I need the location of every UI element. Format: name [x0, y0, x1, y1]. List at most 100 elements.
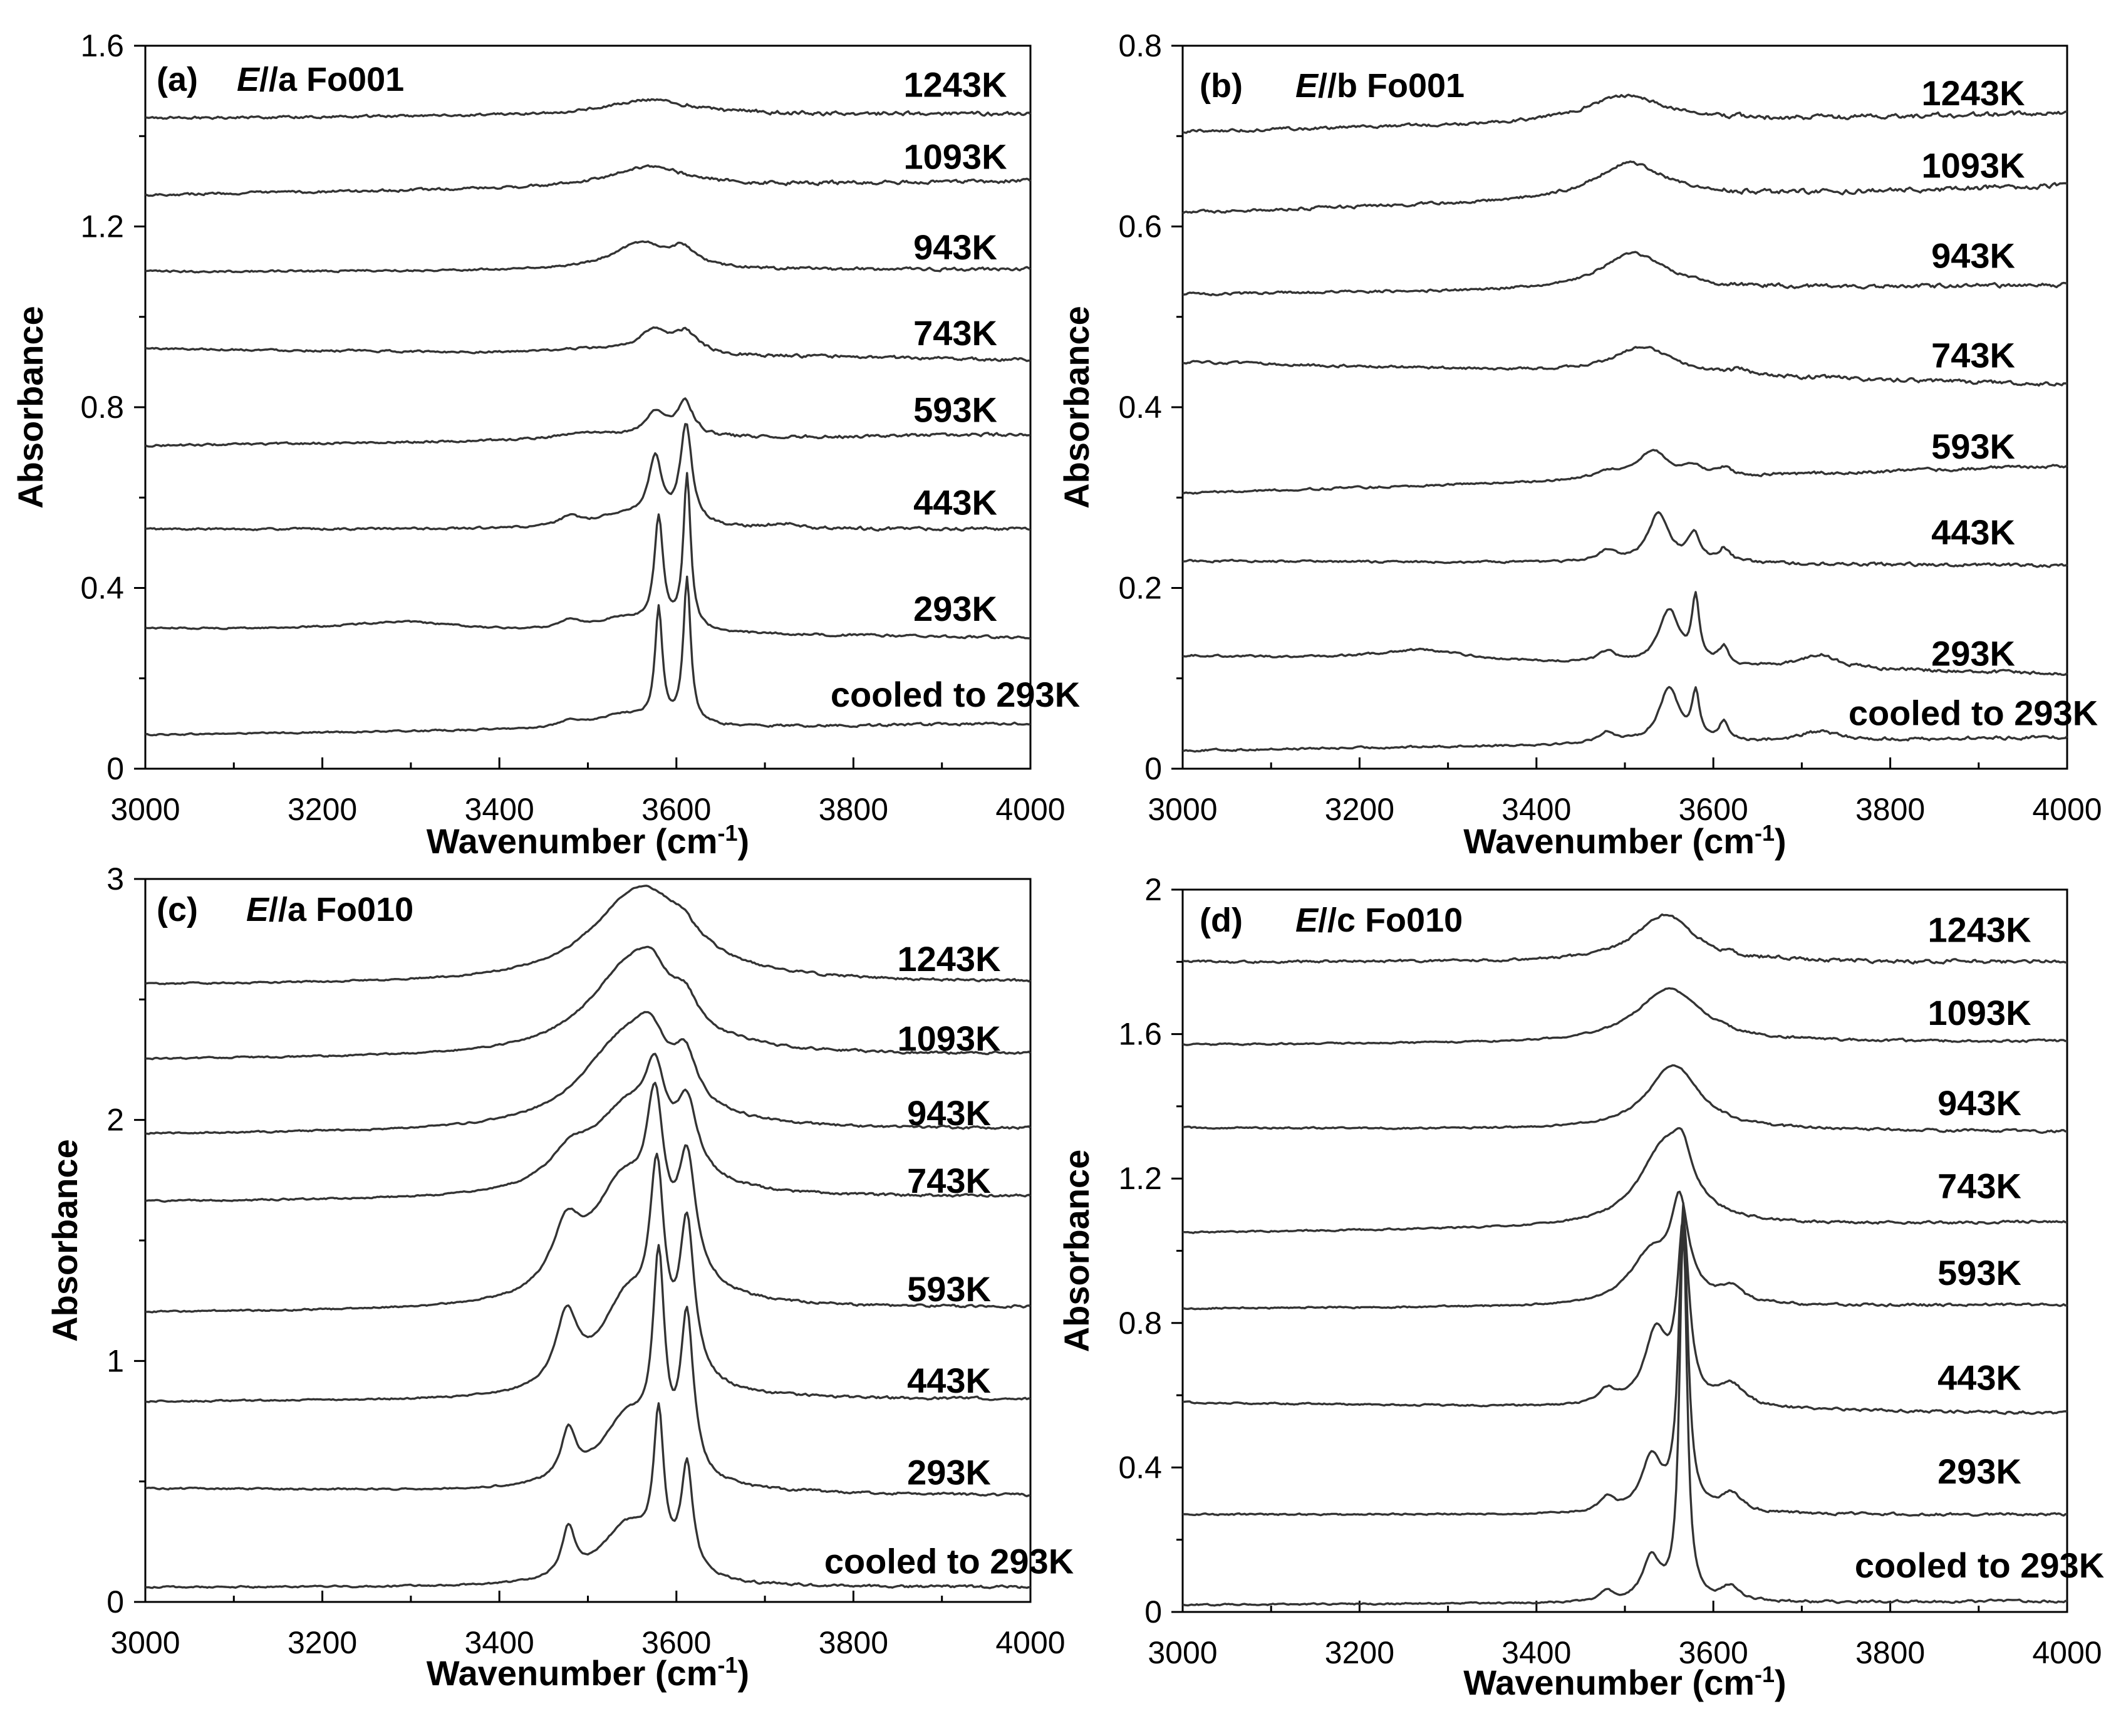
x-axis-title-close: ) [738, 821, 750, 861]
x-axis-title: Wavenumber (cm-1) [427, 820, 749, 861]
x-axis-title-text: Wavenumber (cm [427, 1653, 718, 1693]
series-line [145, 1244, 1031, 1497]
y-tick-label: 0 [106, 751, 124, 786]
series-line [1182, 1216, 2068, 1415]
y-tick-label: 3 [106, 861, 124, 897]
series-line [1182, 93, 2068, 134]
x-axis-title-superscript: -1 [1755, 820, 1775, 846]
series-line [145, 1152, 1031, 1403]
x-tick-label: 3600 [1679, 1635, 1748, 1670]
series-line [145, 1081, 1031, 1314]
series-line [145, 575, 1031, 737]
series-label: 593K [1931, 427, 2015, 466]
panel-title-italic: E [237, 61, 261, 98]
x-tick-label: 3600 [641, 1625, 711, 1660]
series-line [1182, 1202, 2068, 1517]
x-tick-label: 3000 [110, 1625, 180, 1660]
series-label: 943K [913, 227, 997, 267]
series-label: 293K [1937, 1452, 2021, 1491]
x-axis-title: Wavenumber (cm-1) [1463, 1661, 1786, 1702]
series-line [145, 164, 1032, 197]
series-label: 743K [907, 1161, 991, 1200]
series-line [145, 1011, 1032, 1135]
series-label: 943K [907, 1093, 991, 1133]
series-label: 443K [1931, 512, 2015, 552]
x-tick-label: 3200 [288, 792, 357, 827]
x-tick-label: 4000 [2032, 792, 2102, 827]
x-tick-label: 3200 [1325, 1635, 1394, 1670]
chart-panel-a: 3000 3200 3400 3600 3800 4000 0 0.4 0.8 1.2 1.6 Wav… [11, 28, 1080, 861]
chart-panel-d: 3000 3200 3400 3600 3800 4000 0 0.4 0.8 1.2 1.6 2 Wa… [1057, 872, 2104, 1702]
x-axis-title-close: ) [1775, 1663, 1787, 1702]
y-axis-title: Absorbance [1057, 306, 1096, 509]
series-label: 743K [1931, 335, 2015, 375]
panel-label: (c) [157, 891, 198, 928]
series-line [1182, 1190, 2068, 1311]
series-line [1182, 251, 2068, 296]
chart-panel-b: 3000 3200 3400 3600 3800 4000 0 0.2 0.4 0.6 0.8 Wav… [1057, 28, 2102, 861]
series-label: 743K [913, 313, 997, 353]
series-label: 593K [913, 390, 997, 430]
x-tick-label: 4000 [995, 792, 1065, 827]
x-axis-title-text: Wavenumber (cm [1463, 821, 1755, 861]
chart-panel-c: 3000 3200 3400 3600 3800 4000 0 1 2 3 Wavenumber (… [45, 861, 1074, 1693]
series-label: cooled to 293K [1855, 1546, 2104, 1585]
x-tick-label: 3600 [641, 792, 711, 827]
x-tick-label: 3800 [819, 1625, 888, 1660]
series-label: 943K [1931, 236, 2015, 276]
x-axis-title-close: ) [1775, 821, 1787, 861]
panel-title-italic: E [1295, 67, 1319, 105]
panel-label: (d) [1200, 902, 1243, 939]
series-label: cooled to 293K [1849, 694, 2098, 733]
x-tick-label: 3200 [288, 1625, 357, 1660]
x-tick-label: 3000 [110, 792, 180, 827]
panel-title-rest: //b Fo001 [1318, 67, 1465, 105]
series-label: 743K [1937, 1167, 2021, 1206]
y-tick-label: 0.8 [1118, 28, 1162, 63]
y-tick-label: 1.2 [80, 209, 124, 244]
series-label: 443K [1937, 1358, 2021, 1397]
panel-title: E//b Fo001 [1295, 67, 1465, 105]
series-line [1182, 987, 2068, 1046]
panel-title: E//a Fo001 [237, 61, 404, 98]
series-label: 593K [907, 1269, 991, 1309]
series-line [1182, 1127, 2068, 1234]
series-line [145, 423, 1031, 532]
x-axis-title-superscript: -1 [718, 820, 738, 846]
panel-title: E//c Fo010 [1295, 902, 1463, 939]
x-tick-label: 3200 [1325, 792, 1394, 827]
series-line [1182, 1064, 2068, 1134]
panel-label: (b) [1200, 67, 1243, 105]
x-tick-label: 3400 [1501, 1635, 1571, 1670]
x-axis-title: Wavenumber (cm-1) [1463, 820, 1786, 861]
series-line [145, 1053, 1031, 1203]
y-tick-label: 1.2 [1118, 1161, 1162, 1196]
y-tick-label: 2 [106, 1103, 124, 1138]
y-tick-label: 1 [106, 1343, 124, 1378]
y-tick-label: 0 [106, 1584, 124, 1619]
series-line [1181, 160, 2068, 215]
x-axis-title: Wavenumber (cm-1) [427, 1652, 749, 1693]
series-label: 1243K [1921, 73, 2025, 113]
series-line [1182, 913, 2068, 965]
series-label: 1093K [897, 1019, 1000, 1058]
series-label: 443K [913, 482, 997, 522]
series-label: 1243K [903, 65, 1007, 104]
series-line [1182, 449, 2068, 495]
series-label: 293K [907, 1452, 991, 1492]
series-label: 1093K [903, 137, 1007, 177]
series-line [1182, 511, 2068, 568]
x-tick-label: 4000 [2032, 1635, 2102, 1670]
series-line [145, 326, 1031, 362]
series-label: 593K [1937, 1253, 2021, 1292]
series-label: 1243K [1927, 910, 2031, 949]
x-tick-label: 3800 [1855, 792, 1925, 827]
series-line [1182, 1217, 2068, 1607]
series-line [145, 397, 1030, 448]
series-label: 293K [913, 589, 997, 628]
series-line [1182, 685, 2068, 753]
y-axis-title: Absorbance [1057, 1150, 1096, 1353]
x-axis-title-superscript: -1 [1755, 1661, 1775, 1687]
y-axis-title: Absorbance [45, 1139, 85, 1342]
